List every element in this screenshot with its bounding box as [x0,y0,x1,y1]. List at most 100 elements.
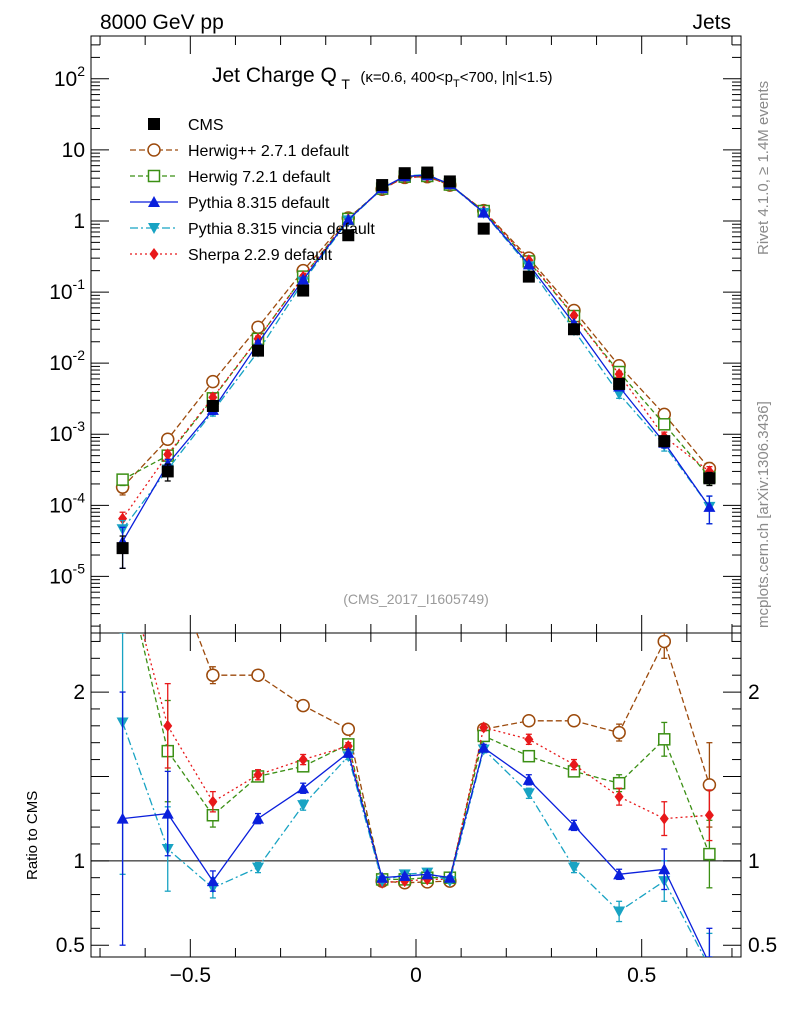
title-cut: (κ=0.6, 400<pT<700, |η|<1.5) [360,69,552,90]
ratio-pythia-8-315-default-point [206,875,219,887]
main-pythia-8-315-default-point [342,213,355,225]
ratio-sherpa-2-2-9-default-point [569,758,579,771]
main-cms-point [443,175,456,188]
main-cms-point [613,377,626,390]
ratio-ytick-label-right-0: 0.5 [748,934,777,957]
ratio-pythia-8-315-default-point [703,958,715,969]
title-cut-part-1: T [453,78,460,90]
ratio-pythia-8-315-default-point [342,746,355,758]
ratio-sherpa-2-2-9-default-point [614,790,624,803]
main-ytick-mantissa: 10 [49,281,72,304]
main-cms-point [658,435,671,448]
main-herwig-2-7-1-default-line [122,176,710,488]
main-ytick-label-1: 10-4 [49,489,85,517]
xtick-label-2: 0.5 [627,964,656,987]
main-sherpa-2-2-9-default-line [122,176,710,519]
ratio-pythia-8-315-default-point [252,812,265,824]
ratio-sherpa-2-2-9-default-point [659,812,669,825]
main-cms-point [703,472,716,485]
ratio-pythia-8-315-default-point [116,812,129,824]
main-cms-point [161,465,174,478]
main-pythia-8-315-default-line [122,174,710,542]
legend-pythia-8-315-default-label: Pythia 8.315 default [188,195,330,212]
legend-herwig-2-7-1-default: Herwig++ 2.7.1 default [130,143,350,160]
ratio-ytick-label-left-2: 2 [73,681,85,704]
main-herwig-7-2-1-default-line [122,175,710,481]
main-cms-point [116,542,129,555]
header-jets: Jets [692,11,731,34]
main-cms-point [522,270,535,283]
ratio-panel-frame [90,632,742,958]
main-ytick-mantissa: 10 [49,423,72,446]
main-ytick-exponent: -3 [73,418,86,434]
legend-pythia-8-315-default-marker [148,196,160,207]
main-herwig-7-2-1-default-point [116,473,129,486]
ratio-ytick-label-right-2: 2 [748,681,760,704]
ratio-pythia-8-315-default-point [161,807,174,819]
main-ytick-mantissa: 10 [49,352,72,375]
main-sherpa-2-2-9-default-point [569,309,579,322]
legend-pythia-8-315-vincia-default-label: Pythia 8.315 vincia default [188,221,375,238]
legend-pythia-8-315-default: Pythia 8.315 default [130,195,330,212]
legend-cms: CMS [148,117,224,134]
ratio-sherpa-2-2-9-default-point [163,719,173,732]
ratio-herwig-2-7-1-default-point [657,634,672,649]
main-ytick-mantissa: 10 [49,494,72,517]
ratio-herwig-2-7-1-default-point [162,551,174,563]
ratio-pythia-8-315-vincia-default-point [522,788,535,800]
ratio-sherpa-2-2-9-default-point [704,809,714,822]
legend-sherpa-2-2-9-default-marker [149,248,159,260]
main-cms-point [376,179,389,192]
ratio-ytick-label-right-1: 1 [748,850,760,873]
legend-herwig-2-7-1-default-label: Herwig++ 2.7.1 default [188,143,350,160]
main-ytick-label-7: 102 [54,63,85,91]
ratio-pythia-8-315-default-point [297,782,310,794]
ratio-herwig-2-7-1-default-point [522,714,536,728]
main-pythia-8-315-default-point [522,258,535,270]
ratio-herwig-7-2-1-default-point [658,733,671,746]
main-ytick-mantissa: 10 [54,68,77,91]
ratio-herwig-2-7-1-default-point [296,698,310,713]
ratio-ytick-label-left-0: 0.5 [56,934,85,957]
ratio-sherpa-2-2-9-default-point [208,795,218,808]
legend-cms-marker [148,118,160,130]
series-layer [115,166,717,969]
main-ytick-label-2: 10-3 [49,418,85,446]
main-pythia-8-315-default-point [477,206,490,218]
ratio-pythia-8-315-default-point [421,868,434,880]
main-ytick-exponent: -1 [73,276,86,292]
ratio-sherpa-2-2-9-default-line [142,633,710,884]
main-ytick-label-5: 1 [73,210,85,233]
ratio-pythia-8-315-vincia-default-point [252,862,265,874]
main-ytick-label-0: 10-5 [49,560,85,588]
legend-herwig-2-7-1-default-marker [147,143,161,157]
main-cms-point [398,167,411,180]
main-cms-point [421,166,434,179]
ratio-pythia-8-315-default-point [658,863,671,875]
legend-herwig-7-2-1-default-marker [147,169,161,183]
title-main: Jet Charge Q [212,64,337,87]
ratio-herwig-7-2-1-default-line [139,633,711,881]
ratio-herwig-2-7-1-default-point [206,668,220,682]
ratio-pythia-8-315-vincia-default-line [121,722,705,957]
ratio-pythia-8-315-default-line [122,746,707,957]
main-cms-point [297,284,310,297]
main-cms-point [477,222,490,235]
title-cut-part-0: (κ=0.6, 400<p [360,69,453,86]
main-cms-point [206,399,219,412]
legend-sherpa-2-2-9-default: Sherpa 2.2.9 default [130,247,333,264]
ratio-pythia-8-315-default-point [398,870,411,881]
main-sherpa-2-2-9-default-point [163,448,173,461]
title-cut-part-2: <700, |η|<1.5) [460,69,553,86]
ratio-herwig-2-7-1-default-point [567,714,581,728]
main-ytick-label-6: 10 [62,139,85,162]
main-pythia-8-315-vincia-default-point [613,388,626,400]
ratio-pythia-8-315-default-point [376,871,389,883]
main-ytick-mantissa: 10 [49,565,72,588]
ratio-herwig-2-7-1-default-line [196,633,711,884]
main-sherpa-2-2-9-default-point [118,512,128,525]
legend-herwig-7-2-1-default: Herwig 7.2.1 default [130,169,331,186]
header-energy: 8000 GeV pp [100,11,224,34]
analysis-watermark: (CMS_2017_I1605749) [343,591,489,607]
